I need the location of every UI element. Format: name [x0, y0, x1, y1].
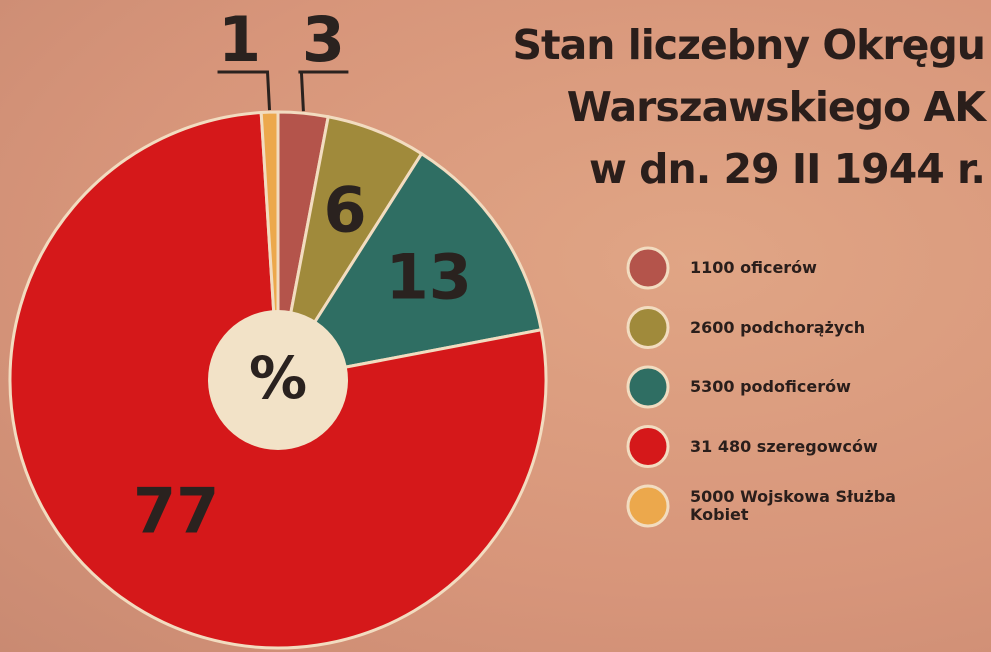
leader-line	[298, 70, 349, 112]
center-circle	[208, 310, 348, 450]
legend-label: 5000 Wojskowa Służba Kobiet	[690, 487, 896, 524]
slice-label: 6	[324, 174, 367, 247]
legend-swatch	[626, 425, 670, 468]
chart-title: Stan liczebny Okręgu Warszawskiego AK w …	[512, 21, 986, 193]
slice-label: 3	[302, 3, 345, 76]
slice-label: 77	[133, 474, 219, 547]
center-label: %	[249, 344, 307, 412]
pie-slice	[274, 151, 544, 383]
slice-label: 13	[386, 241, 472, 314]
legend-label: 2600 podchorążych	[690, 317, 866, 337]
legend-swatch	[626, 365, 670, 409]
legend-swatch	[626, 484, 670, 528]
leader-line	[217, 70, 272, 111]
legend-swatch	[626, 306, 670, 349]
legend-swatch	[626, 246, 670, 290]
legend-label: 5300 podoficerów	[690, 377, 851, 396]
legend-label: 1100 oficerów	[690, 258, 817, 277]
slice-label: 1	[218, 3, 261, 76]
legend-label: 31 480 szeregowców	[690, 436, 878, 456]
